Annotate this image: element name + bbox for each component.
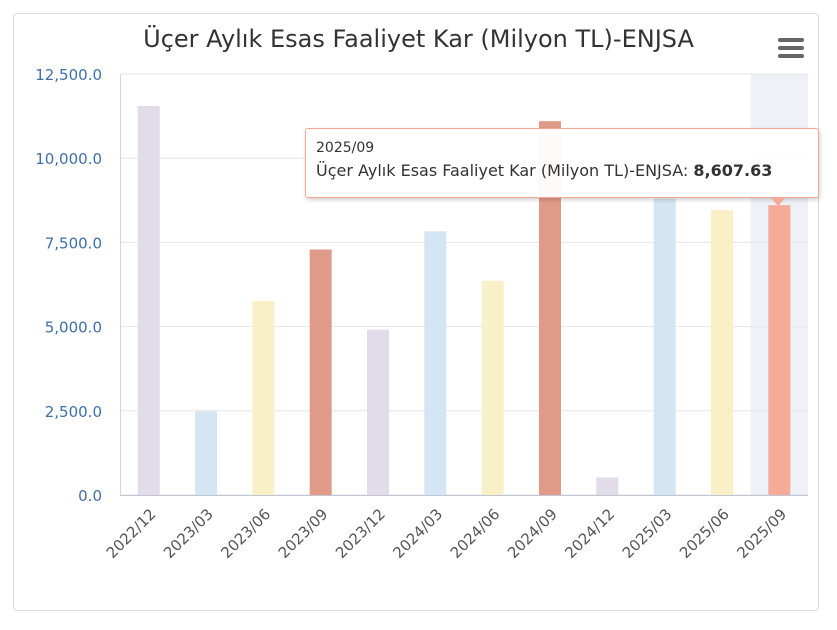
- x-tick-label: 2025/09: [733, 505, 790, 562]
- x-tick-label: 2024/03: [389, 505, 446, 562]
- y-tick-label: 2,500.0: [45, 403, 102, 421]
- bar: [596, 477, 619, 495]
- y-tick-label: 5,000.0: [45, 319, 102, 337]
- y-tick-label: 10,000.0: [35, 150, 102, 168]
- x-tick-label: 2025/06: [676, 505, 733, 562]
- bar: [653, 198, 676, 495]
- hamburger-menu-icon[interactable]: [776, 38, 806, 64]
- y-tick-label: 0.0: [78, 487, 102, 505]
- bar: [195, 411, 217, 495]
- bar: [309, 249, 332, 495]
- chart-title: Üçer Aylık Esas Faaliyet Kar (Milyon TL)…: [143, 25, 694, 53]
- x-tick-label: 2022/12: [103, 505, 160, 562]
- bar: [137, 105, 160, 495]
- chart-tooltip: 2025/09 Üçer Aylık Esas Faaliyet Kar (Mi…: [305, 128, 819, 198]
- tooltip-value: 8,607.63: [693, 161, 773, 180]
- bar: [539, 121, 561, 495]
- bar: [711, 210, 733, 495]
- bar: [768, 205, 791, 495]
- x-tick-label: 2023/12: [332, 505, 389, 562]
- x-tick-label: 2024/09: [504, 505, 561, 562]
- tooltip-line: Üçer Aylık Esas Faaliyet Kar (Milyon TL)…: [316, 161, 808, 180]
- x-tick-label: 2025/03: [619, 505, 676, 562]
- x-tick-label: 2023/06: [217, 505, 274, 562]
- bar: [481, 280, 504, 495]
- tooltip-date: 2025/09: [316, 140, 375, 156]
- x-tick-label: 2024/06: [447, 505, 504, 562]
- bar: [424, 231, 447, 496]
- y-tick-label: 12,500.0: [35, 66, 102, 84]
- x-tick-label: 2023/09: [275, 505, 332, 562]
- bar: [252, 301, 275, 495]
- tooltip-series-label: Üçer Aylık Esas Faaliyet Kar (Milyon TL)…: [316, 161, 689, 180]
- x-tick-label: 2023/03: [160, 505, 217, 562]
- y-tick-label: 7,500.0: [45, 234, 102, 252]
- x-tick-label: 2024/12: [561, 505, 618, 562]
- tooltip-pointer: [770, 197, 786, 206]
- bar: [367, 329, 389, 495]
